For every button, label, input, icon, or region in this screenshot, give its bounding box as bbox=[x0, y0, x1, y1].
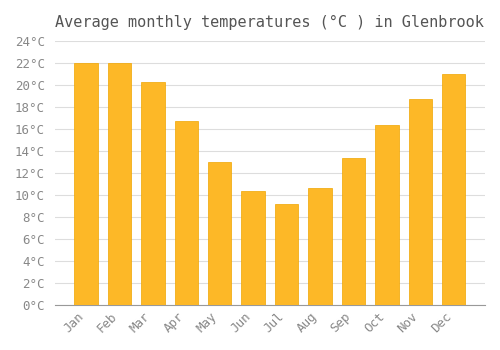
Bar bbox=[442, 74, 466, 305]
Bar bbox=[174, 121, 198, 305]
Bar bbox=[74, 63, 98, 305]
Bar bbox=[141, 82, 165, 305]
Bar bbox=[308, 188, 332, 305]
Bar bbox=[242, 191, 265, 305]
Bar bbox=[275, 204, 298, 305]
Bar bbox=[342, 158, 365, 305]
Bar bbox=[375, 125, 398, 305]
Bar bbox=[208, 162, 232, 305]
Bar bbox=[408, 99, 432, 305]
Title: Average monthly temperatures (°C ) in Glenbrook: Average monthly temperatures (°C ) in Gl… bbox=[56, 15, 484, 30]
Bar bbox=[108, 63, 131, 305]
